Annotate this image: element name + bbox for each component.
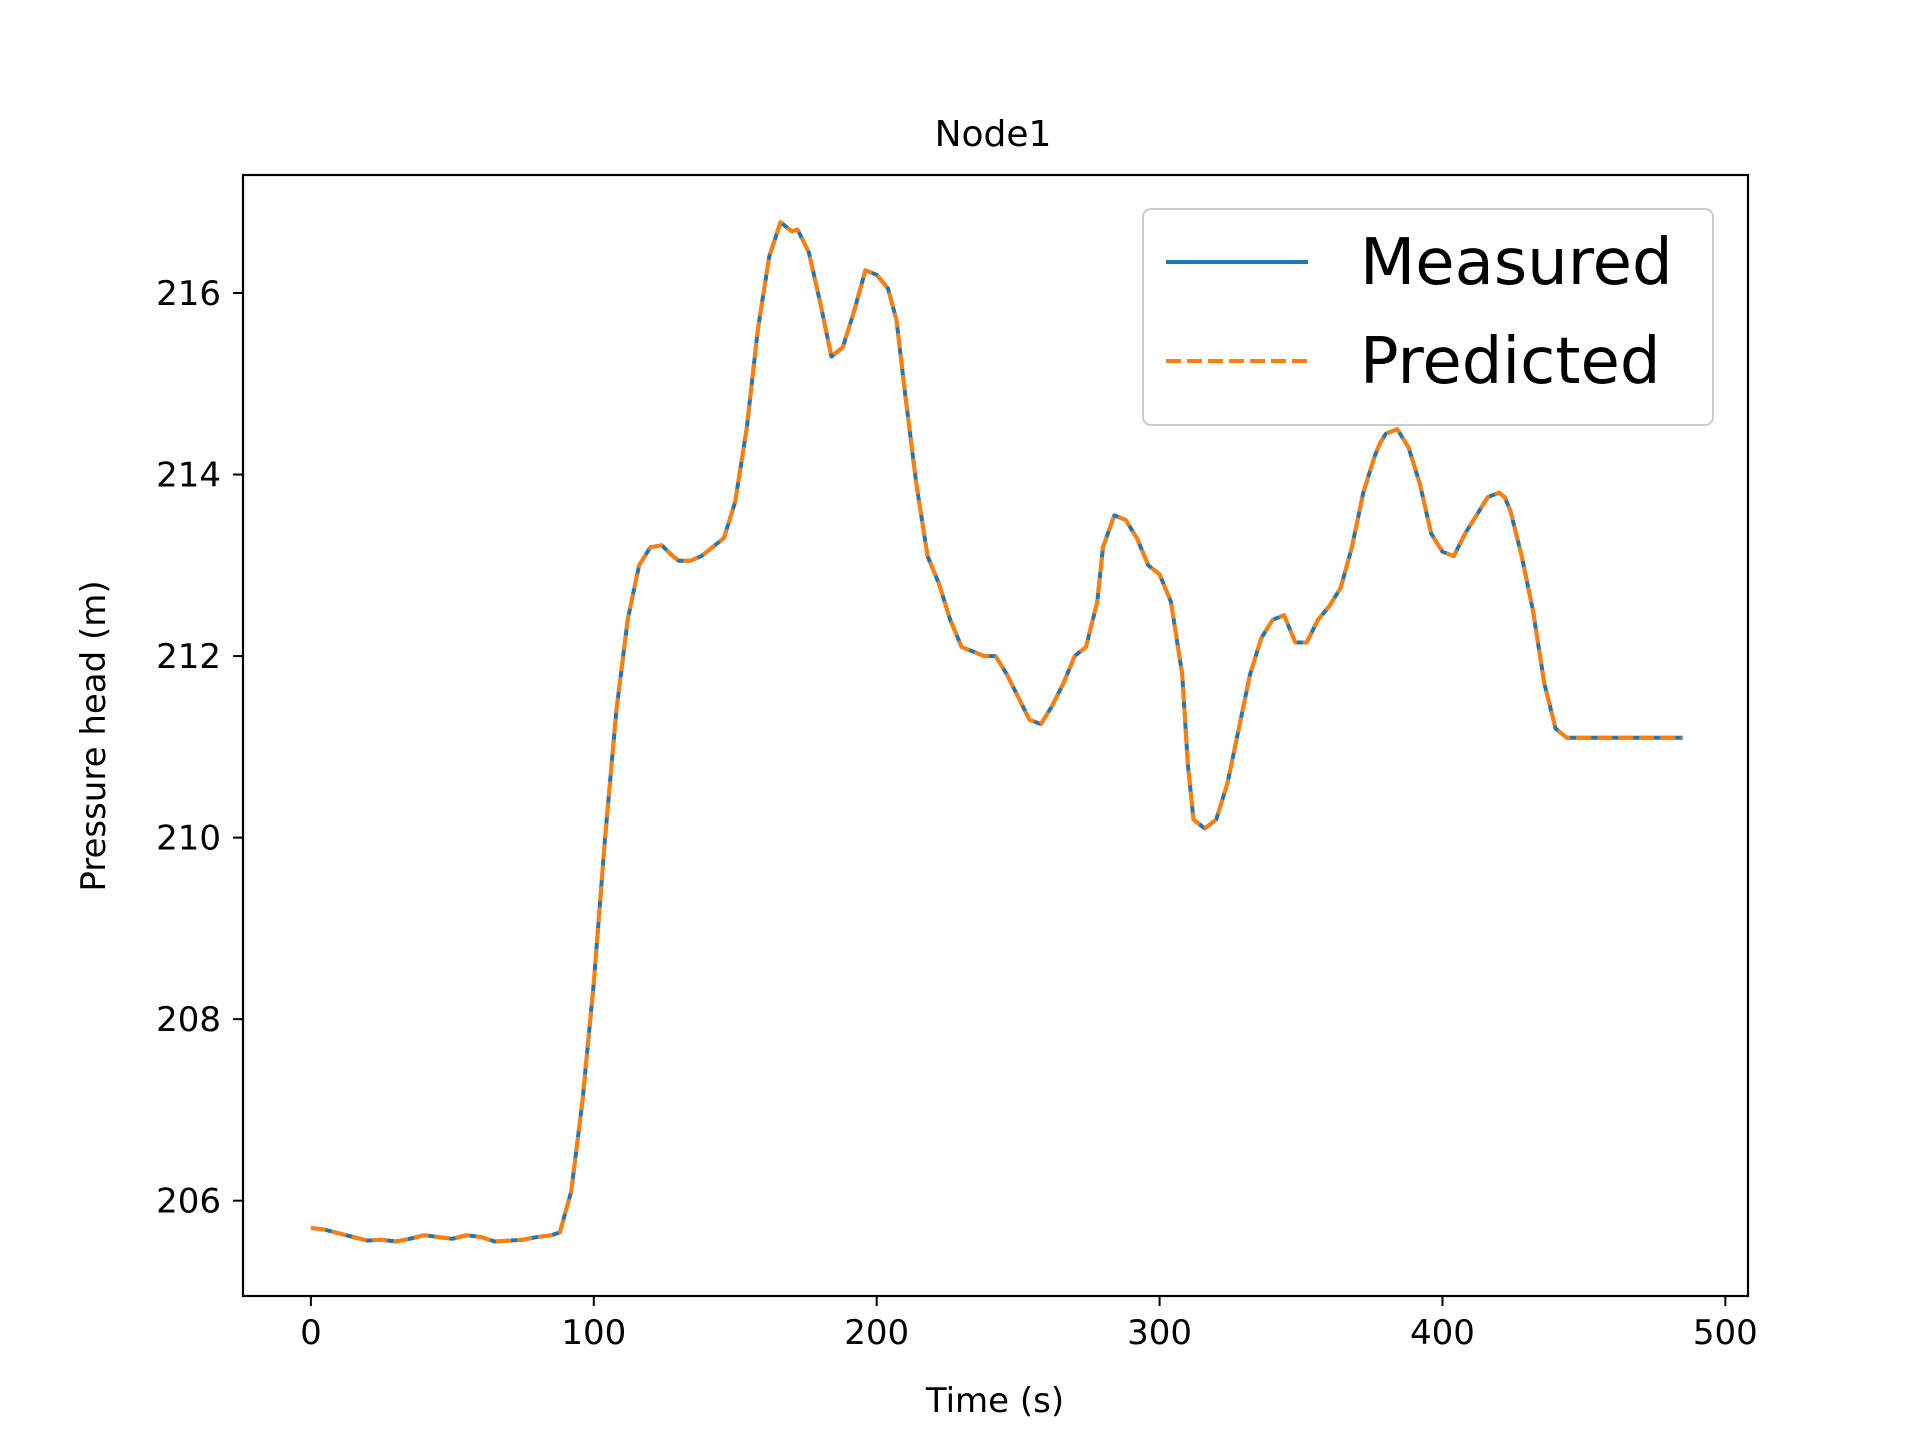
x-tick-label: 400 (1410, 1313, 1475, 1353)
x-tick-label: 100 (561, 1313, 626, 1353)
y-tick-label: 214 (156, 456, 221, 496)
y-tick-label: 208 (156, 1000, 221, 1040)
legend-label-measured: Measured (1360, 226, 1673, 300)
x-tick-label: 300 (1127, 1313, 1192, 1353)
y-tick-label: 206 (156, 1182, 221, 1222)
y-tick-label: 216 (156, 274, 221, 314)
legend: Measured Predicted (1142, 208, 1714, 426)
series-lines (310, 220, 1683, 1244)
axis-ticks: 0 100 200 300 400 500 206 208 210 212 214 216 (156, 274, 1758, 1353)
y-tick-label: 210 (156, 819, 221, 859)
series-line-predicted (310, 220, 1683, 1244)
plot-area-frame (241, 173, 1750, 1298)
x-tick-label: 500 (1693, 1313, 1758, 1353)
y-tick-label: 212 (156, 637, 221, 677)
x-tick-label: 200 (844, 1313, 909, 1353)
legend-label-predicted: Predicted (1360, 325, 1660, 399)
chart-title: Node1 (935, 114, 1052, 155)
x-axis-label: Time (s) (925, 1381, 1064, 1421)
y-axis-label: Pressure head (m) (74, 580, 114, 891)
x-tick-label: 0 (300, 1313, 322, 1353)
